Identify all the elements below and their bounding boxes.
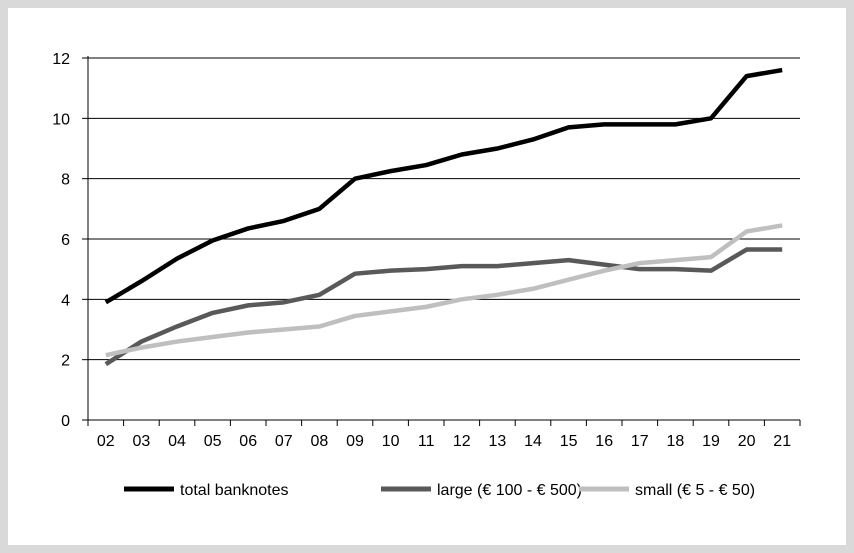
- x-tick-label: 10: [382, 433, 400, 450]
- y-tick-label: 12: [52, 51, 70, 68]
- x-tick-label: 06: [239, 433, 257, 450]
- x-tick-label: 18: [667, 433, 685, 450]
- x-tick-label: 09: [346, 433, 364, 450]
- x-tick-label: 05: [204, 433, 222, 450]
- axes: [82, 56, 801, 426]
- gridlines: [88, 57, 800, 361]
- y-tick-label: 6: [61, 232, 70, 249]
- x-tick-label: 16: [595, 433, 613, 450]
- y-tick-label: 0: [61, 413, 70, 430]
- x-tick-label: 17: [631, 433, 649, 450]
- series-line-1: [104, 67, 783, 305]
- x-tick-label: 07: [275, 433, 293, 450]
- x-tick-label: 15: [560, 433, 578, 450]
- y-tick-label: 2: [61, 353, 70, 370]
- series-line-3: [105, 223, 783, 358]
- legend-label-3: small (€ 5 - € 50): [635, 482, 755, 499]
- series-lines: [104, 67, 783, 367]
- y-tick-label: 4: [61, 292, 70, 309]
- y-tick-label: 8: [61, 172, 70, 189]
- x-tick-label: 21: [773, 433, 791, 450]
- legend-label-2: large (€ 100 - € 500): [437, 482, 582, 499]
- x-tick-label: 14: [524, 433, 542, 450]
- legend-label-1: total banknotes: [180, 482, 289, 499]
- x-tick-label: 08: [311, 433, 329, 450]
- x-tick-label: 13: [489, 433, 507, 450]
- x-tick-label: 11: [418, 433, 435, 450]
- x-tick-label: 03: [133, 433, 151, 450]
- x-tick-label: 02: [97, 433, 115, 450]
- chart-card: 0 2 4 6 8 10 12 02 03 04 05 06 07 08 09 10 11 12 13 14 15 16 1…: [8, 8, 846, 545]
- y-tick-label: 10: [52, 111, 70, 128]
- legend: total banknotes large (€ 100 - € 500) smal…: [124, 482, 755, 499]
- x-tick-label: 20: [738, 433, 756, 450]
- x-tick-label: 19: [702, 433, 720, 450]
- series-line-2: [104, 247, 783, 367]
- x-tick-label: 04: [168, 433, 186, 450]
- x-tick-label: 12: [453, 433, 471, 450]
